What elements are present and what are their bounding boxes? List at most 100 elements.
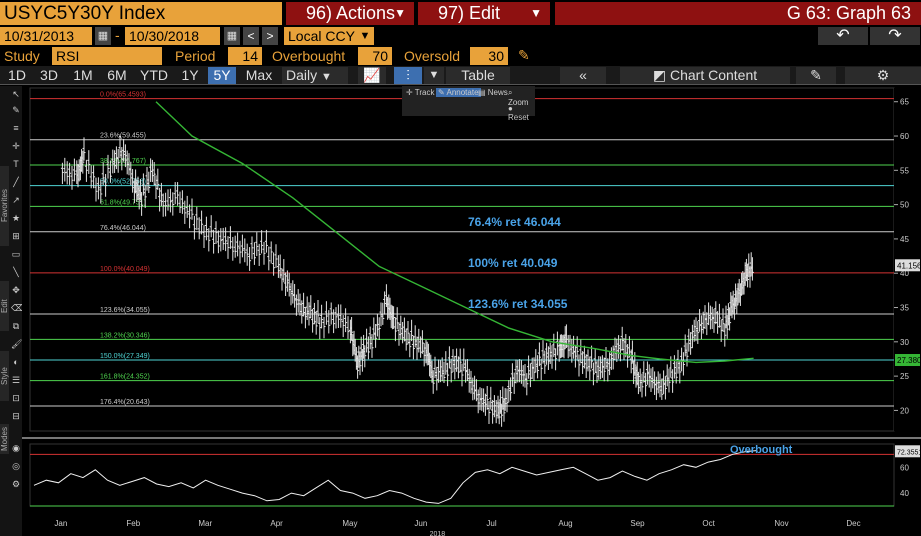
chart-sidebar: Favorites Edit Style Modes ↖ ✎ ≡ ✛ T ╱ ↗… bbox=[0, 86, 24, 536]
price-axis-tick-label: 40 bbox=[900, 269, 909, 278]
title-bar: USYC5Y30Y Index 96) Actions ▼ 97) Edit ▼… bbox=[0, 0, 921, 26]
actions-menu[interactable]: 96) Actions ▼ bbox=[286, 2, 414, 25]
range-toolbar: 1D 3D 1M 6M YTD 1Y 5Y Max Daily ▼ 📈 ⫶ ▼ … bbox=[0, 66, 921, 85]
edit-menu[interactable]: 97) Edit ▼ bbox=[418, 2, 550, 25]
annotate-label: Annotate bbox=[446, 88, 479, 97]
date-separator: - bbox=[115, 27, 120, 43]
study-label: Study bbox=[4, 48, 40, 64]
ma-value-marker bbox=[895, 354, 920, 367]
price-axis-tick-label: 20 bbox=[900, 406, 909, 415]
oversold-label: Oversold bbox=[404, 48, 461, 64]
sidebar-tab-modes[interactable]: Modes bbox=[0, 424, 9, 454]
range-3d[interactable]: 3D bbox=[40, 67, 58, 83]
edit-chart-icon[interactable]: ✎ bbox=[796, 67, 836, 84]
reset-button[interactable]: ● Reset bbox=[508, 104, 535, 122]
trendline-icon[interactable]: ╱ bbox=[13, 177, 19, 187]
fib-level-label: 23.6%(59.455) bbox=[100, 133, 146, 140]
currency-select[interactable]: Local CCY bbox=[284, 27, 374, 45]
mode-alt-icon[interactable]: ◎ bbox=[12, 461, 20, 471]
fib-level-label: 100.0%(40.049) bbox=[100, 266, 150, 273]
mode-icon[interactable]: ◉ bbox=[12, 443, 20, 453]
line-chart-icon[interactable]: 📈 bbox=[358, 67, 386, 84]
range-6m[interactable]: 6M bbox=[107, 67, 127, 83]
frequency-label: Daily bbox=[286, 67, 318, 83]
price-axis-tick-label: 25 bbox=[900, 372, 909, 381]
oversold-field[interactable]: 30 bbox=[470, 47, 508, 65]
study-select[interactable]: RSI bbox=[52, 47, 162, 65]
chart-tools-panel: ✛ Track ✎ Annotate ▤ News ⌕ Zoom ● Reset bbox=[402, 86, 535, 122]
start-date-field[interactable]: 10/31/2013 bbox=[0, 27, 92, 45]
range-1m[interactable]: 1M bbox=[73, 67, 93, 83]
table-button[interactable]: Table bbox=[446, 67, 510, 84]
price-axis: 20 25 30 35 40 45 50 55 60 65 41.156 27.380 bbox=[22, 88, 921, 439]
layers-icon[interactable]: ☰ bbox=[11, 375, 21, 385]
chart-content-button[interactable]: ◩ Chart Content bbox=[620, 67, 790, 84]
eraser-icon[interactable]: ⌫ bbox=[11, 303, 24, 313]
crosshair-icon[interactable]: ✛ bbox=[12, 141, 20, 151]
zoom-button[interactable]: ⌕ Zoom bbox=[508, 88, 535, 107]
news-label: News bbox=[487, 88, 508, 97]
chevron-down-icon: ▼ bbox=[394, 6, 406, 20]
chevron-left-icon[interactable]: < bbox=[243, 27, 259, 45]
news-button[interactable]: ▤ News bbox=[478, 88, 508, 97]
overbought-field[interactable]: 70 bbox=[358, 47, 392, 65]
chevron-down-icon[interactable]: ▼ bbox=[424, 67, 444, 84]
text-icon[interactable]: T bbox=[13, 159, 19, 169]
sidebar-tab-style[interactable]: Style bbox=[0, 351, 9, 401]
chevron-right-icon[interactable]: > bbox=[262, 27, 278, 45]
ruler-icon[interactable]: ⊟ bbox=[12, 411, 20, 421]
range-5y[interactable]: 5Y bbox=[208, 67, 236, 84]
sidebar-tab-favorites[interactable]: Favorites bbox=[0, 166, 9, 246]
retracement-annotation: 123.6% ret 34.055 bbox=[468, 297, 568, 311]
frequency-select[interactable]: Daily ▼ bbox=[282, 67, 348, 84]
grid-icon[interactable]: ⊞ bbox=[12, 231, 20, 241]
study-bar: Study RSI Period 14 Overbought 70 Overso… bbox=[0, 46, 921, 66]
line-tool-icon[interactable]: ╲ bbox=[13, 267, 19, 277]
ticker-field[interactable]: USYC5Y30Y Index bbox=[0, 2, 282, 25]
sidebar-tab-edit[interactable]: Edit bbox=[0, 281, 9, 331]
star-icon[interactable]: ★ bbox=[11, 213, 21, 223]
x-axis-year-label: 2018 bbox=[430, 531, 446, 536]
pen-icon[interactable]: ✎ bbox=[12, 105, 20, 115]
arrow-icon[interactable]: ↗ bbox=[12, 195, 20, 205]
x-axis-month-label: May bbox=[342, 519, 357, 528]
range-1d[interactable]: 1D bbox=[8, 67, 26, 83]
price-axis-tick-label: 45 bbox=[900, 235, 909, 244]
price-axis-tick-label: 55 bbox=[900, 166, 909, 175]
pencil-icon[interactable]: ✎ bbox=[518, 47, 530, 63]
price-axis-tick-label: 60 bbox=[900, 132, 909, 141]
chevron-down-icon[interactable]: ▼ bbox=[357, 27, 373, 45]
x-axis-month-label: Sep bbox=[630, 519, 645, 528]
reset-label: Reset bbox=[508, 113, 529, 122]
settings-icon[interactable]: ⚙ bbox=[11, 479, 21, 489]
annotate-button[interactable]: ✎ Annotate bbox=[436, 88, 481, 97]
track-button[interactable]: ✛ Track bbox=[406, 88, 434, 97]
undo-button[interactable]: ↶ bbox=[818, 27, 868, 45]
brush-icon[interactable]: 🖌 bbox=[11, 339, 23, 349]
copy-icon[interactable]: ⧉ bbox=[12, 321, 20, 331]
redo-button[interactable]: ↷ bbox=[870, 27, 920, 45]
lock-icon[interactable]: ⊡ bbox=[12, 393, 20, 403]
graph-title: G 63: Graph 63 bbox=[555, 2, 921, 25]
period-field[interactable]: 14 bbox=[228, 47, 262, 65]
color-icon[interactable]: ◐ bbox=[13, 357, 19, 367]
calendar-icon[interactable]: ▦ bbox=[95, 27, 111, 45]
collapse-icon[interactable]: « bbox=[560, 67, 606, 84]
bar-chart-icon[interactable]: ⫶ bbox=[394, 67, 422, 84]
track-label: Track bbox=[414, 88, 435, 97]
price-series bbox=[60, 136, 754, 427]
channel-icon[interactable]: ▭ bbox=[11, 249, 21, 259]
move-icon[interactable]: ✥ bbox=[12, 285, 20, 295]
fibonacci-icon[interactable]: ≡ bbox=[13, 123, 19, 133]
chevron-down-icon: ▼ bbox=[321, 71, 332, 83]
edit-label: 97) Edit bbox=[438, 3, 501, 23]
retracement-annotation: 76.4% ret 46.044 bbox=[468, 215, 561, 229]
range-max[interactable]: Max bbox=[245, 67, 273, 83]
cursor-icon[interactable]: ↖ bbox=[12, 89, 20, 99]
end-date-field[interactable]: 10/30/2018 bbox=[125, 27, 220, 45]
gear-icon[interactable]: ⚙ bbox=[845, 67, 921, 84]
fib-level-label: 176.4%(20.643) bbox=[100, 399, 150, 406]
calendar-icon[interactable]: ▦ bbox=[224, 27, 240, 45]
range-ytd[interactable]: YTD bbox=[140, 67, 168, 83]
range-1y[interactable]: 1Y bbox=[181, 67, 199, 83]
